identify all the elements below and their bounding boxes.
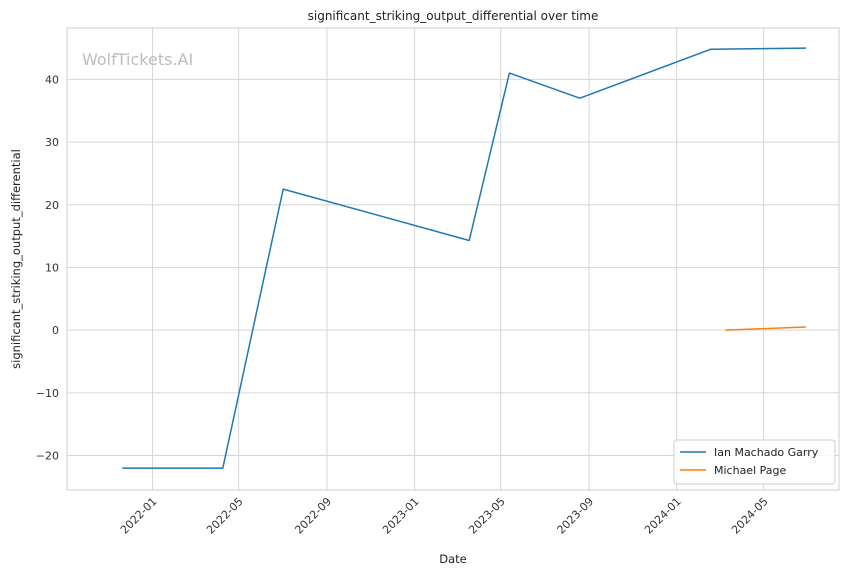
x-tick-label: 2023-05 bbox=[466, 495, 508, 537]
series-layer bbox=[122, 47, 807, 469]
x-tick-label: 2022-09 bbox=[292, 495, 334, 537]
y-tick-label: 30 bbox=[45, 136, 59, 149]
x-tick-label: 2024-05 bbox=[729, 495, 771, 537]
y-tick-label: 20 bbox=[45, 199, 59, 212]
y-axis-title: significant_striking_output_differential bbox=[9, 149, 23, 369]
chart-title: significant_striking_output_differential… bbox=[308, 9, 599, 23]
series-line-1 bbox=[725, 326, 807, 331]
y-tick-label: 40 bbox=[45, 73, 59, 86]
y-tick-label: 0 bbox=[52, 324, 59, 337]
x-gridlines bbox=[151, 28, 765, 490]
legend-frame bbox=[673, 439, 836, 485]
x-tick-label: 2024-01 bbox=[642, 495, 684, 537]
x-axis-title: Date bbox=[439, 552, 467, 566]
watermark: WolfTickets.AI bbox=[82, 50, 193, 69]
y-gridlines bbox=[67, 78, 839, 457]
legend: Ian Machado Garry Michael Page bbox=[673, 439, 836, 485]
x-tick-label: 2023-09 bbox=[555, 495, 597, 537]
legend-label-1: Michael Page bbox=[714, 464, 786, 477]
plot-frame bbox=[66, 27, 840, 491]
y-tick-label: −20 bbox=[36, 450, 59, 463]
x-tick-label: 2022-01 bbox=[118, 495, 160, 537]
x-tick-label: 2022-05 bbox=[204, 495, 246, 537]
plot-area: WolfTickets.AI bbox=[66, 27, 840, 491]
x-axis-ticks: 2022-01 2022-05 2022-09 2023-01 2023-05 2023-… bbox=[118, 495, 771, 537]
x-tick-label: 2023-01 bbox=[380, 495, 422, 537]
legend-label-0: Ian Machado Garry bbox=[714, 446, 819, 459]
y-axis-ticks: −20 −10 0 10 20 30 40 bbox=[36, 73, 59, 462]
y-tick-label: −10 bbox=[36, 387, 59, 400]
series-line-0 bbox=[122, 47, 807, 469]
y-tick-label: 10 bbox=[45, 261, 59, 274]
